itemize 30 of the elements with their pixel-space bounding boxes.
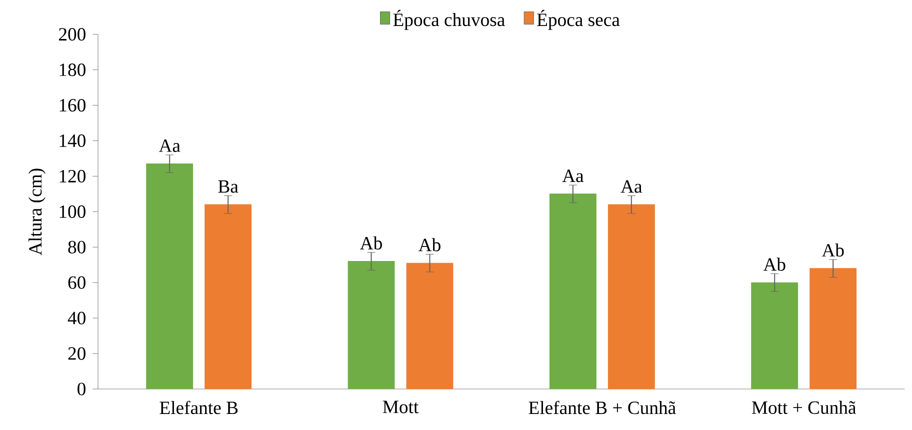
data-label: Aa	[620, 180, 642, 193]
bar	[348, 261, 395, 389]
data-label: Aa	[562, 170, 584, 182]
y-tick-label: 40	[68, 312, 86, 324]
x-tick-label: Elefante B + Cunhã	[528, 400, 676, 414]
bar	[549, 194, 596, 389]
x-tick-label: Elefante B	[160, 400, 238, 414]
y-tick-label: 0	[78, 382, 86, 396]
y-tick-label: 140	[60, 134, 86, 148]
y-tick-label: 100	[60, 205, 86, 218]
legend-label: Época seca	[537, 10, 620, 30]
bar	[146, 164, 194, 389]
data-label: Ab	[418, 238, 440, 252]
bar	[751, 282, 798, 389]
data-label: Ab	[763, 258, 786, 271]
data-label: Ba	[218, 180, 238, 193]
y-tick-label: 80	[68, 240, 86, 254]
data-label: Aa	[158, 139, 180, 152]
y-tick-label: 120	[60, 170, 86, 183]
y-tick-label: 160	[60, 98, 86, 112]
y-axis-title: Altura (cm)	[28, 168, 46, 256]
y-tick-label: 200	[59, 28, 86, 41]
x-tick-label: Mott + Cunhã	[752, 400, 856, 414]
x-tick-label: Mott	[382, 400, 419, 414]
y-tick-label: 180	[60, 64, 86, 76]
data-label: Ab	[822, 243, 844, 257]
y-tick-label: 60	[68, 276, 86, 289]
y-tick-label: 20	[68, 347, 86, 360]
legend-label: Época chuvosa	[393, 10, 505, 30]
data-label: Ab	[360, 236, 382, 250]
